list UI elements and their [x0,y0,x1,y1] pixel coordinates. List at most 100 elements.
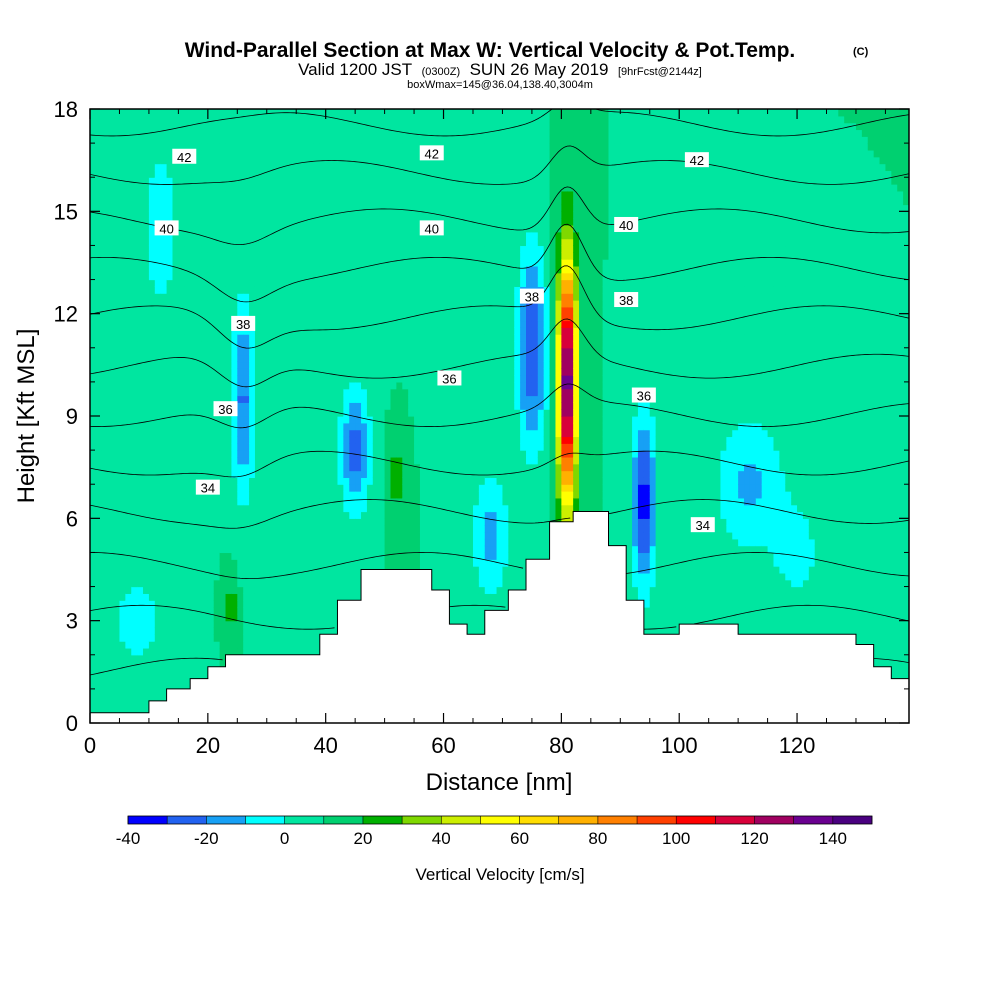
velocity-cell [190,347,197,356]
velocity-cell [284,177,291,185]
velocity-cell [101,156,109,165]
velocity-cell [107,375,115,383]
velocity-cell [172,129,179,137]
velocity-cell [154,252,162,260]
velocity-cell [196,122,203,131]
velocity-cell [166,300,174,308]
velocity-cell [207,607,215,615]
velocity-cell [366,525,374,533]
velocity-cell [319,122,327,131]
velocity-cell [260,607,268,615]
velocity-cell [260,224,268,233]
velocity-cell [384,293,392,301]
velocity-cell [266,306,274,315]
velocity-cell [266,416,274,424]
velocity-cell [113,484,121,492]
velocity-cell [296,156,303,165]
velocity-cell [219,634,227,642]
velocity-cell [119,463,126,472]
velocity-cell [384,286,392,294]
velocity-cell [237,381,244,390]
velocity-cell [231,456,238,465]
velocity-cell [231,245,238,253]
velocity-cell [90,443,97,451]
velocity-cell [372,381,380,390]
velocity-cell [337,463,344,472]
velocity-cell [319,450,327,458]
velocity-cell [414,456,421,465]
velocity-cell [113,531,121,540]
velocity-cell [219,456,227,465]
velocity-cell [184,361,191,369]
velocity-cell [249,109,256,117]
velocity-cell [278,443,286,451]
velocity-cell [143,627,150,635]
velocity-cell [319,368,327,376]
velocity-cell [361,313,368,322]
velocity-cell [143,579,150,588]
velocity-cell [308,286,315,294]
velocity-cell [260,109,268,117]
velocity-cell [225,177,233,185]
velocity-cell [325,109,333,117]
velocity-cell [378,354,386,363]
velocity-cell [308,634,315,642]
velocity-cell [219,170,227,178]
velocity-cell [237,238,244,247]
velocity-cell [361,402,368,410]
velocity-cell [119,184,126,192]
velocity-cell [125,477,132,485]
velocity-cell [107,429,115,438]
velocity-cell [160,300,168,308]
velocity-cell [231,538,238,547]
velocity-cell [160,579,168,588]
velocity-cell [260,395,268,403]
velocity-cell [278,211,286,219]
velocity-cell [331,613,339,622]
velocity-cell [207,327,215,335]
velocity-cell [148,566,156,574]
velocity-cell [390,463,397,472]
velocity-cell [178,572,185,581]
velocity-cell [408,525,415,533]
velocity-cell [143,347,150,356]
velocity-cell [319,402,327,410]
velocity-cell [272,265,280,274]
velocity-cell [290,122,297,131]
velocity-cell [119,579,126,588]
velocity-cell [237,504,244,513]
velocity-cell [125,579,132,588]
velocity-cell [225,579,233,588]
velocity-cell [408,293,415,301]
velocity-cell [290,381,297,390]
velocity-cell [390,402,397,410]
velocity-cell [325,450,333,458]
velocity-cell [243,525,250,533]
velocity-cell [148,184,156,192]
velocity-cell [143,272,150,281]
velocity-cell [178,450,185,458]
velocity-cell [160,484,168,492]
velocity-cell [201,497,209,506]
velocity-cell [408,443,415,451]
velocity-cell [325,511,333,519]
velocity-cell [137,443,144,451]
velocity-cell [148,518,156,526]
velocity-cell [337,593,344,601]
velocity-cell [143,607,150,615]
velocity-cell [101,450,109,458]
velocity-cell [402,409,409,417]
velocity-cell [402,306,409,315]
velocity-cell [290,579,297,588]
velocity-cell [260,620,268,629]
velocity-cell [308,163,315,171]
velocity-cell [296,252,303,260]
velocity-cell [266,456,274,465]
velocity-cell [308,388,315,397]
velocity-cell [302,122,309,131]
velocity-cell [107,436,115,444]
velocity-cell [131,675,138,683]
velocity-cell [254,156,262,165]
velocity-cell [302,177,309,185]
velocity-cell [125,566,132,574]
